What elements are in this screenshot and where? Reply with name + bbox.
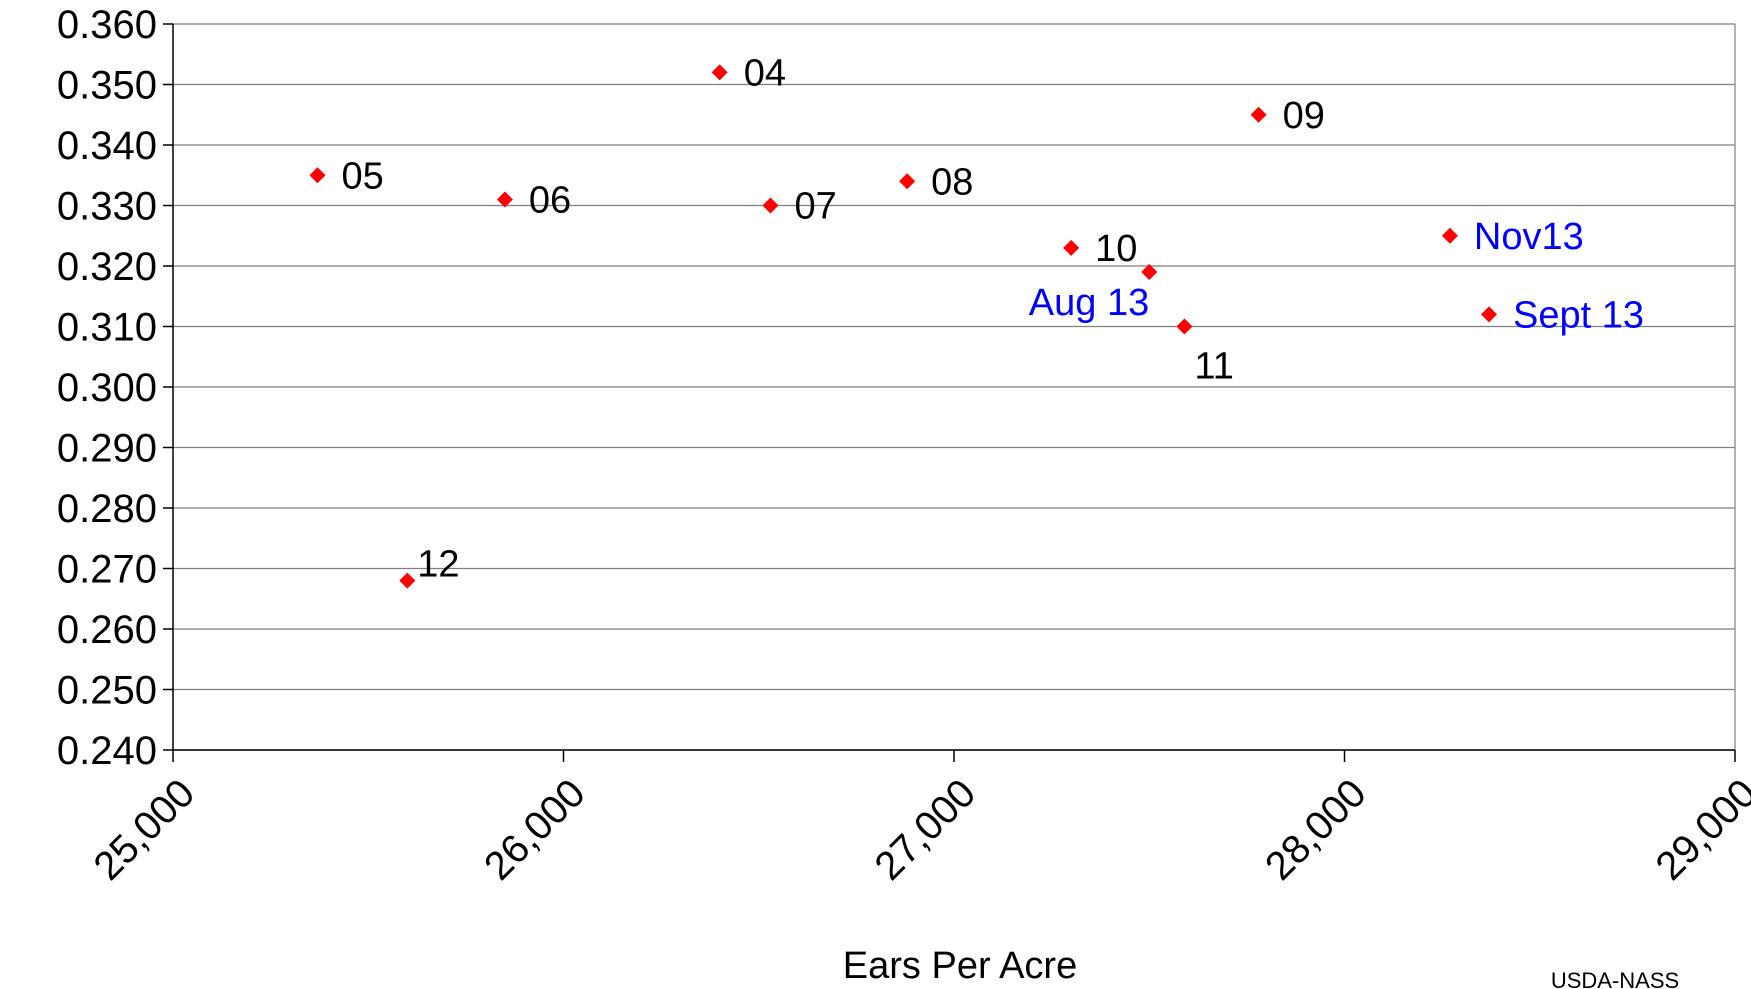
point-label-aug-13: Aug 13 (1029, 282, 1149, 324)
point-label-sept-13: Sept 13 (1513, 294, 1644, 336)
x-axis-tick-labels: 25,000 26,000 27,000 28,000 29,000 (86, 771, 1751, 889)
point-label-08: 08 (931, 161, 973, 203)
y-tick-label: 0.350 (57, 64, 157, 108)
y-tick-label: 0.280 (57, 487, 157, 531)
point-label-07: 07 (794, 186, 836, 228)
y-tick-label: 0.340 (57, 124, 157, 168)
x-tick-label: 25,000 (86, 771, 204, 889)
x-axis-title: Ears Per Acre (843, 945, 1077, 987)
source-note: USDA-NASS (1551, 968, 1679, 989)
point-label-10: 10 (1095, 228, 1137, 270)
point-label-09: 09 (1283, 95, 1325, 137)
y-tick-label: 0.250 (57, 669, 157, 713)
x-tick-label: 29,000 (1648, 771, 1751, 889)
data-point-12 (399, 572, 416, 589)
point-label-11: 11 (1194, 346, 1233, 388)
data-point-06 (496, 191, 513, 208)
data-point-10 (1063, 239, 1080, 256)
y-tick-label: 0.330 (57, 185, 157, 229)
y-tick-label: 0.260 (57, 608, 157, 652)
point-labels: 04 05 06 07 08 09 10 11 12 Aug 13 Sept 13 Nov13 (341, 52, 1644, 585)
y-tick-label: 0.310 (57, 306, 157, 350)
point-label-nov13: Nov13 (1474, 216, 1584, 258)
data-point-08 (899, 173, 916, 190)
point-label-06: 06 (529, 179, 571, 221)
data-point-sept-13 (1480, 306, 1497, 323)
data-points (309, 64, 1497, 589)
data-point-07 (762, 197, 779, 214)
point-label-12: 12 (417, 544, 459, 586)
y-tick-label: 0.320 (57, 245, 157, 289)
axes (163, 23, 1736, 762)
gridlines (173, 23, 1735, 751)
y-axis-tick-labels: 0.240 0.250 0.260 0.270 0.280 0.290 0.300 0.310… (57, 3, 157, 773)
x-tick-label: 26,000 (476, 771, 594, 889)
x-tick-label: 27,000 (867, 771, 985, 889)
data-point-nov13 (1441, 227, 1458, 244)
data-point-09 (1250, 106, 1267, 123)
y-tick-label: 0.360 (57, 3, 157, 47)
x-tick-label: 28,000 (1257, 771, 1375, 889)
data-point-11 (1176, 318, 1193, 335)
y-tick-label: 0.270 (57, 548, 157, 592)
y-tick-label: 0.290 (57, 427, 157, 471)
point-label-04: 04 (744, 52, 786, 94)
data-point-04 (711, 64, 728, 81)
point-label-05: 05 (341, 155, 383, 197)
data-point-aug-13 (1141, 264, 1158, 281)
y-tick-label: 0.240 (57, 729, 157, 773)
data-point-05 (309, 167, 326, 184)
y-tick-label: 0.300 (57, 366, 157, 410)
